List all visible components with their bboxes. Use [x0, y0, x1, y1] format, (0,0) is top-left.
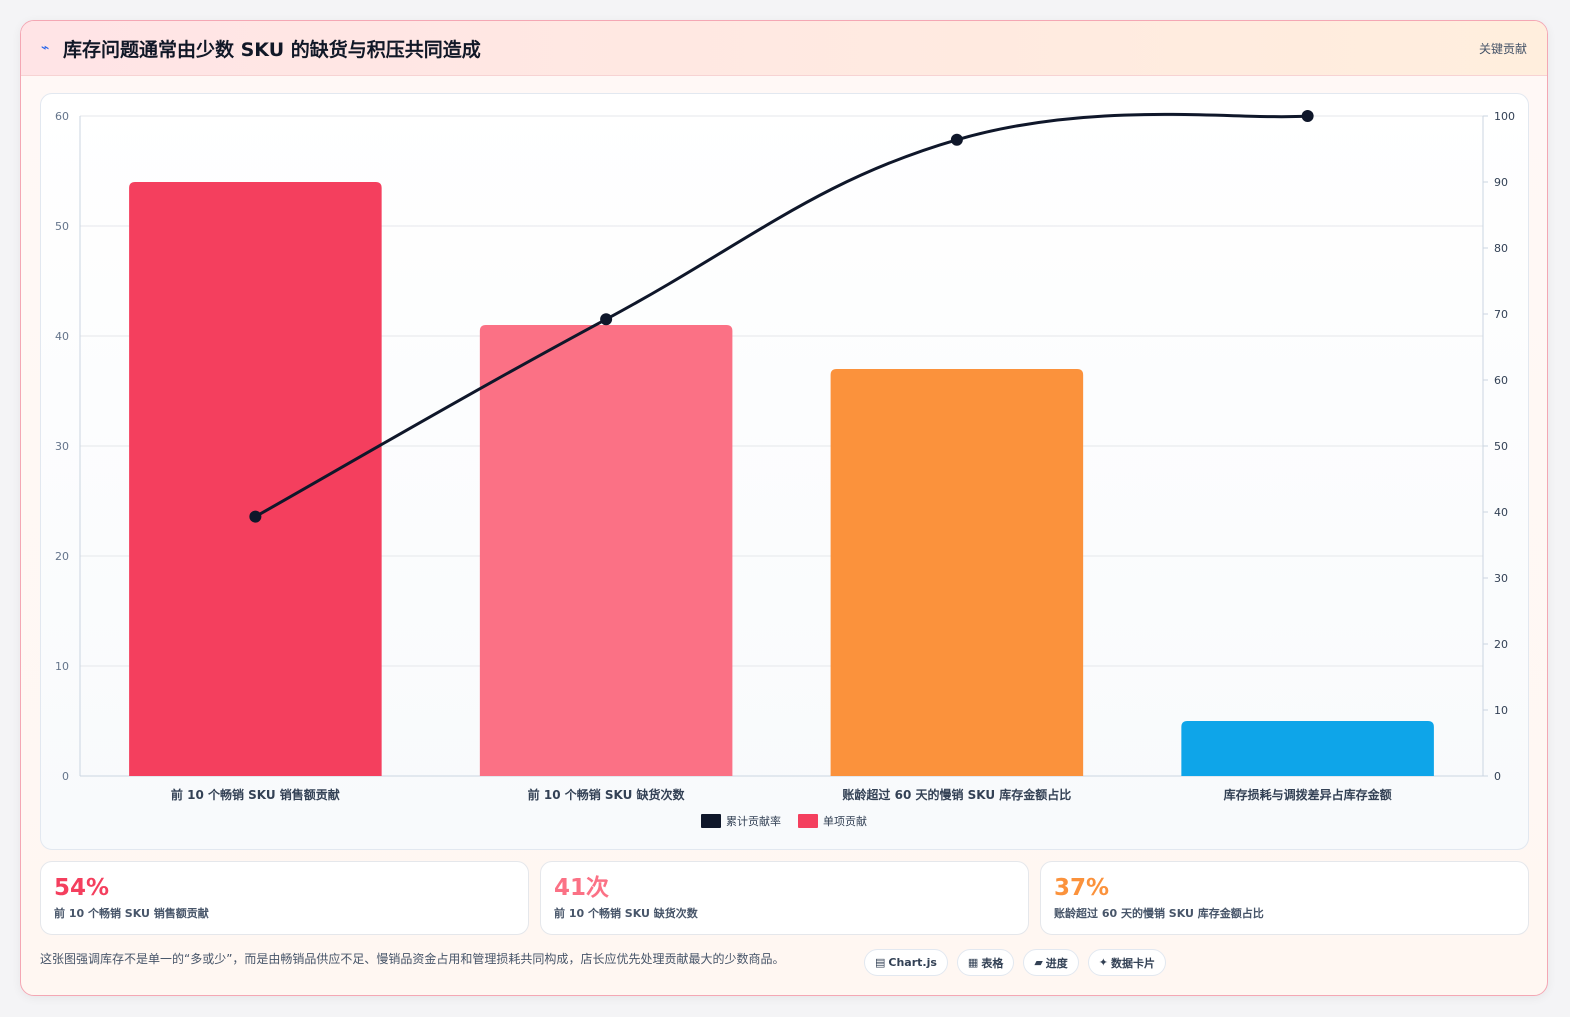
cumulative-line — [254, 112, 1308, 518]
line-point — [1301, 110, 1314, 122]
legend-swatch — [701, 814, 721, 828]
pill-label: 表格 — [981, 956, 1004, 970]
y-right-tick-label: 60 — [1494, 374, 1508, 387]
legend-swatch — [798, 814, 818, 828]
progress-icon: ▰ — [1034, 956, 1043, 969]
stat-value: 37% — [1054, 875, 1110, 901]
chart-area: 0 10 20 30 40 50 60 0 10 20 30 40 50 60 70 80 90 100 前 10 … — [40, 93, 1529, 850]
y-left-tick-label: 50 — [55, 220, 69, 233]
legend-label: 单项贡献 — [823, 814, 867, 828]
y-right-tick-label: 40 — [1494, 506, 1508, 519]
y-right-tick-label: 70 — [1494, 308, 1508, 321]
bar — [1181, 721, 1434, 776]
pill-label: 进度 — [1045, 956, 1068, 970]
stat-label: 前 10 个畅销 SKU 销售额贡献 — [54, 907, 209, 920]
line-point — [600, 313, 613, 326]
pill-chartjs[interactable]: ▤ Chart.js — [864, 949, 948, 976]
x-tick-label: 前 10 个畅销 SKU 缺货次数 — [528, 787, 686, 802]
stat-value: 41次 — [554, 875, 610, 901]
y-left-tick-label: 20 — [55, 550, 69, 563]
chart-icon: ▤ — [875, 956, 886, 969]
pill-data-card[interactable]: ✦ 数据卡片 — [1087, 949, 1167, 976]
card-header: ⌁ 库存问题通常由少数 SKU 的缺货与积压共同造成 关键贡献 — [21, 21, 1547, 76]
y-left-tick-label: 60 — [55, 110, 69, 123]
sparkle-icon: ✦ — [1098, 956, 1109, 969]
bar — [830, 369, 1084, 776]
pill-label: 数据卡片 — [1111, 956, 1156, 970]
table-icon: ▦ — [967, 956, 979, 969]
pill-table[interactable]: ▦ 表格 — [956, 949, 1015, 976]
y-right-tick-label: 20 — [1494, 638, 1508, 651]
footer-note: 这张图强调库存不是单一的“多或少”，而是由畅销品供应不足、慢销品资金占用和管理损… — [40, 952, 785, 966]
y-left-tick-label: 10 — [55, 660, 69, 673]
trend-icon: ⌁ — [41, 40, 50, 56]
page-title: 库存问题通常由少数 SKU 的缺货与积压共同造成 — [63, 38, 481, 61]
tag-pills: ▤ Chart.js ▦ 表格 ▰ 进度 ✦ 数据卡片 — [864, 949, 1167, 976]
stat-label: 前 10 个畅销 SKU 缺货次数 — [554, 907, 698, 920]
stat-label: 账龄超过 60 天的慢销 SKU 库存金额占比 — [1054, 907, 1264, 920]
pareto-chart: 0 10 20 30 40 50 60 0 10 20 30 40 50 60 70 80 90 100 前 10 … — [55, 110, 1515, 828]
bar — [129, 182, 382, 776]
y-right-tick-label: 0 — [1494, 770, 1501, 783]
y-right-tick-label: 10 — [1494, 704, 1508, 717]
y-right-tick-label: 90 — [1494, 176, 1508, 189]
stat-value: 54% — [54, 875, 110, 901]
chart-card: ⌁ 库存问题通常由少数 SKU 的缺货与积压共同造成 关键贡献 0 10 20 30 4… — [20, 20, 1548, 996]
y-right-tick-label: 30 — [1494, 572, 1508, 585]
stat-card: 37% 账龄超过 60 天的慢销 SKU 库存金额占比 — [1040, 861, 1529, 935]
y-right-tick-label: 50 — [1494, 440, 1508, 453]
y-left-tick-label: 40 — [55, 330, 69, 343]
y-right-tick-label: 80 — [1494, 242, 1508, 255]
line-point — [950, 133, 963, 146]
bar — [479, 325, 733, 776]
x-tick-label: 库存损耗与调拨差异占库存金额 — [1224, 787, 1392, 802]
x-tick-label: 账龄超过 60 天的慢销 SKU 库存金额占比 — [842, 787, 1071, 802]
legend-label: 累计贡献率 — [726, 814, 781, 828]
y-right-tick-label: 100 — [1494, 110, 1515, 123]
stat-card: 41次 前 10 个畅销 SKU 缺货次数 — [540, 861, 1029, 935]
y-left-tick-label: 0 — [62, 770, 69, 783]
y-left-tick-label: 30 — [55, 440, 69, 453]
header-tag: 关键贡献 — [1478, 41, 1527, 56]
pill-label: Chart.js — [888, 956, 937, 969]
line-point — [249, 510, 262, 523]
x-tick-label: 前 10 个畅销 SKU 销售额贡献 — [171, 787, 340, 802]
stat-card: 54% 前 10 个畅销 SKU 销售额贡献 — [40, 861, 529, 935]
pill-progress[interactable]: ▰ 进度 — [1023, 949, 1079, 976]
